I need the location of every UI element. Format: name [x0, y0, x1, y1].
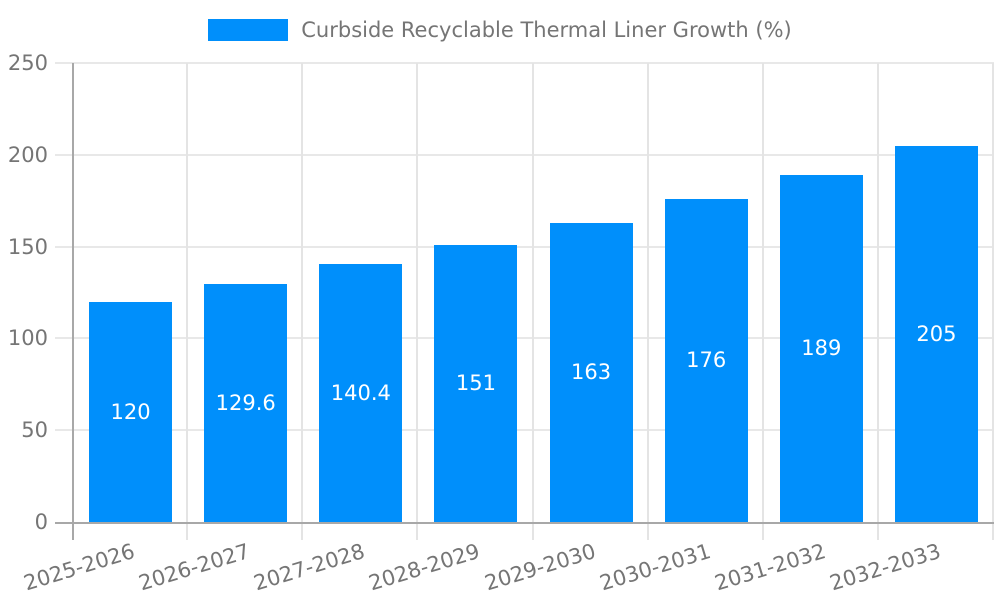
- gridline-vertical: [992, 63, 994, 540]
- y-axis-tick-label: 150: [7, 234, 48, 259]
- gridline-vertical: [646, 63, 649, 540]
- x-axis-category-label: 2025-2026: [21, 539, 138, 596]
- y-axis-tick-label: 100: [7, 326, 48, 351]
- bar-value-label: 129.6: [215, 391, 276, 416]
- gridline-horizontal: [55, 429, 994, 432]
- x-axis-category-label: 2028-2029: [366, 539, 483, 596]
- bar-value-label: 120: [110, 399, 151, 424]
- bar[interactable]: 176: [664, 198, 748, 522]
- legend-item[interactable]: Curbside Recyclable Thermal Liner Growth…: [208, 18, 792, 42]
- bar[interactable]: 120: [89, 301, 173, 522]
- x-axis-category-label: 2031-2032: [711, 539, 829, 596]
- y-axis-line: [72, 63, 74, 540]
- gridline-vertical: [186, 63, 189, 540]
- chart-legend: Curbside Recyclable Thermal Liner Growth…: [0, 18, 1000, 42]
- bar[interactable]: 151: [434, 244, 518, 522]
- y-axis-tick-label: 250: [7, 51, 48, 75]
- gridline-horizontal: [55, 245, 994, 248]
- bar-value-label: 189: [801, 336, 842, 361]
- x-axis-category-label: 2032-2033: [826, 539, 944, 596]
- x-axis-category-label: 2030-2031: [596, 539, 714, 596]
- gridline-horizontal: [55, 337, 994, 340]
- y-axis-tick-label: 200: [7, 142, 48, 167]
- legend-swatch-icon: [208, 19, 289, 41]
- bar[interactable]: 163: [549, 222, 633, 522]
- x-axis-category-label: 2029-2030: [481, 539, 599, 596]
- gridline-horizontal: [55, 62, 994, 64]
- gridline-horizontal: [55, 153, 994, 156]
- y-axis-tick-label: 0: [34, 510, 48, 534]
- x-axis-category-label: 2026-2027: [136, 539, 253, 596]
- gridline-vertical: [301, 63, 304, 540]
- bar-value-label: 151: [455, 371, 496, 396]
- x-axis-line: [55, 522, 994, 524]
- bar-value-label: 163: [571, 360, 612, 385]
- y-axis-tick-label: 50: [21, 418, 48, 443]
- x-axis-category-label: 2027-2028: [251, 539, 368, 596]
- bar-value-label: 140.4: [330, 381, 391, 406]
- bar[interactable]: 129.6: [204, 284, 288, 522]
- gridline-vertical: [416, 63, 419, 540]
- bar[interactable]: 189: [779, 174, 863, 522]
- bar-value-label: 205: [916, 321, 957, 346]
- bar[interactable]: 140.4: [319, 264, 403, 522]
- bar-value-label: 176: [686, 348, 727, 373]
- legend-label: Curbside Recyclable Thermal Liner Growth…: [301, 18, 792, 42]
- gridline-vertical: [761, 63, 764, 540]
- bar[interactable]: 205: [894, 145, 978, 522]
- gridline-vertical: [876, 63, 879, 540]
- gridline-vertical: [531, 63, 534, 540]
